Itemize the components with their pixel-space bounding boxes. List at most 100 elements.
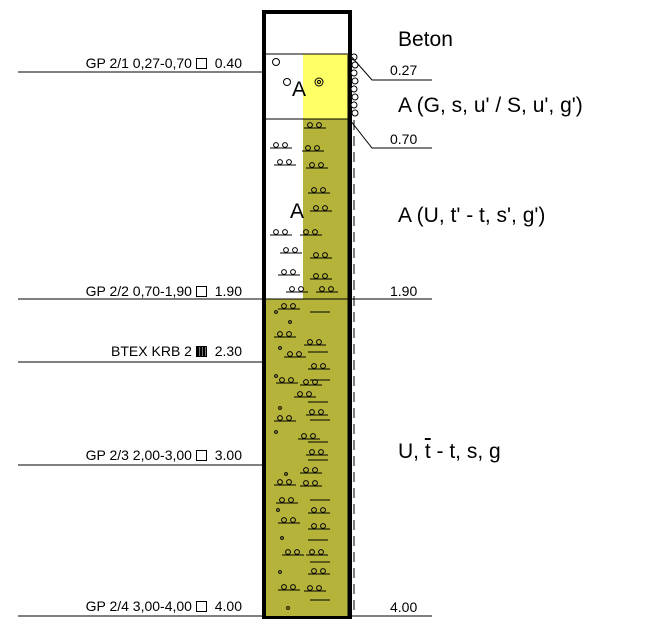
borehole-column xyxy=(262,10,352,619)
silt-symbol xyxy=(278,269,300,276)
sample-depth: 4.00 xyxy=(214,598,242,614)
silt-symbol xyxy=(294,391,316,398)
gravel-symbol xyxy=(272,58,280,66)
silt-symbol xyxy=(316,286,338,293)
silt-desc-post: - t, s, g xyxy=(430,440,501,463)
sand-symbol xyxy=(284,472,288,476)
sample-id: GP 2/4 xyxy=(85,598,129,614)
silt-symbol xyxy=(274,159,296,166)
layer-depth-4.00: 4.00 xyxy=(390,599,418,615)
silt-symbol xyxy=(304,122,326,129)
sample-range: 0,70-1,90 xyxy=(132,283,192,299)
sand-symbol xyxy=(286,606,290,610)
silt-symbol xyxy=(310,252,332,259)
silt-symbol xyxy=(306,449,328,456)
sample-marker-empty xyxy=(195,58,207,69)
layer-code-fill-2: A xyxy=(290,200,305,223)
silt-symbol xyxy=(282,549,304,556)
silt-symbol xyxy=(276,377,298,384)
depth-leader-0.27 xyxy=(349,54,432,81)
sample-marker-empty xyxy=(195,450,207,461)
sand-symbol xyxy=(276,508,280,512)
layer-description-fill-2: A (U, t' - t, s', g') xyxy=(398,204,546,227)
sample-depth: 1.90 xyxy=(214,283,242,299)
silt-symbol xyxy=(308,507,330,514)
sand-symbol xyxy=(274,374,278,378)
silt-symbol xyxy=(274,479,296,486)
silt-symbol xyxy=(274,331,296,338)
silt-symbol xyxy=(308,363,330,370)
silt-symbol xyxy=(276,497,298,504)
silt-symbol xyxy=(306,409,328,416)
silt-symbol xyxy=(304,585,326,592)
silt-symbol xyxy=(278,584,300,591)
layer-fill-silt xyxy=(266,299,348,616)
silt-desc-pre: U, xyxy=(398,440,425,463)
layer-depth-0.27: 0.27 xyxy=(390,62,418,78)
silt-symbol xyxy=(300,229,322,236)
silt-symbol xyxy=(300,379,322,386)
sample-marker-filled xyxy=(195,346,207,357)
silt-symbol xyxy=(308,523,330,530)
layer-description-silt: U, t - t, s, g xyxy=(398,440,501,464)
sample-range: 0,27-0,70 xyxy=(132,55,192,71)
sand-symbol xyxy=(278,406,282,410)
layer-fill-fill-yellow xyxy=(303,54,348,119)
sand-symbol xyxy=(288,320,292,324)
sample-depth: 2.30 xyxy=(214,343,242,359)
sample-range: 2,00-3,00 xyxy=(132,447,192,463)
sand-symbol xyxy=(278,570,282,574)
silt-symbol xyxy=(306,549,328,556)
layer-depth-1.90: 1.90 xyxy=(390,283,418,299)
silt-symbol xyxy=(286,286,308,293)
sample-range: 3,00-4,00 xyxy=(132,598,192,614)
silt-desc-overlined: t xyxy=(424,440,431,463)
silt-symbol xyxy=(310,205,332,212)
silt-symbol xyxy=(306,162,328,169)
layer-code-fill-1: A xyxy=(292,78,307,101)
silt-symbol xyxy=(284,351,306,358)
gravel-pack-circle xyxy=(350,85,358,93)
sample-id: GP 2/2 xyxy=(85,283,129,299)
silt-symbol xyxy=(302,145,324,152)
sample-id: GP 2/3 xyxy=(85,447,129,463)
sand-symbol xyxy=(274,310,278,314)
sample-label-gp-2-2: GP 2/2 0,70-1,90 1.90 xyxy=(86,283,242,299)
silt-symbol xyxy=(304,339,326,346)
sample-depth: 3.00 xyxy=(214,447,242,463)
silt-symbol xyxy=(280,247,302,254)
gravel-pack-circle xyxy=(350,101,358,109)
sample-marker-empty xyxy=(195,286,207,297)
silt-symbol xyxy=(310,273,332,280)
sample-id: BTEX KRB 2 xyxy=(111,343,192,359)
layer-description-beton: Beton xyxy=(398,28,453,51)
sand-symbol xyxy=(274,430,278,434)
silt-symbol xyxy=(298,433,320,440)
layer-description-fill-1: A (G, s, u' / S, u', g') xyxy=(398,94,583,117)
sample-label-gp-2-1: GP 2/1 0,27-0,70 0.40 xyxy=(86,55,242,71)
layer-fill-fill-yellow-left xyxy=(266,54,303,119)
silt-symbol xyxy=(300,480,322,487)
silt-symbol xyxy=(278,517,300,524)
gravel-symbol xyxy=(314,77,324,87)
silt-symbol xyxy=(308,187,330,194)
layer-depth-0.70: 0.70 xyxy=(390,131,418,147)
gravel-pack-circle xyxy=(350,69,358,77)
gravel-pack-circle xyxy=(351,109,359,117)
silt-symbol xyxy=(270,142,292,149)
sample-marker-empty xyxy=(195,601,207,612)
sample-label-gp-2-4: GP 2/4 3,00-4,00 4.00 xyxy=(86,598,242,614)
silt-symbol xyxy=(274,415,296,422)
silt-symbol xyxy=(308,568,330,575)
sample-depth: 0.40 xyxy=(214,55,242,71)
sample-label-btex-krb-2: BTEX KRB 2 2.30 xyxy=(111,343,242,359)
sand-symbol xyxy=(278,346,282,350)
sand-symbol xyxy=(280,536,284,540)
gravel-symbol xyxy=(283,78,291,86)
layer-fill-silt-fill-left xyxy=(266,119,303,299)
soil-symbols xyxy=(270,122,338,610)
silt-symbol xyxy=(278,303,300,310)
silt-symbol xyxy=(300,467,322,474)
